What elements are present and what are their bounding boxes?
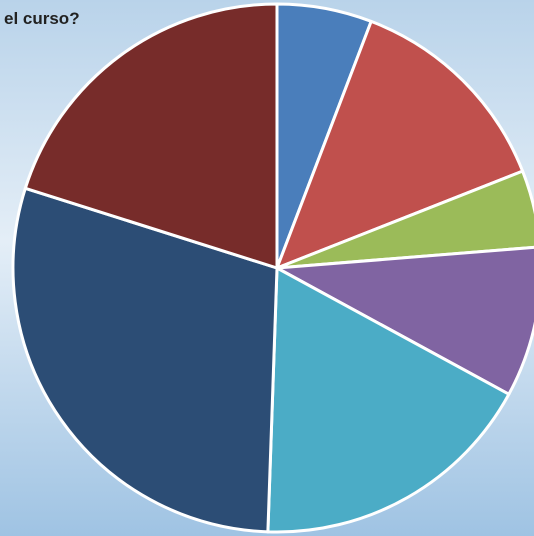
pie-slice xyxy=(275,169,534,270)
pie-slice xyxy=(275,245,534,396)
pie xyxy=(11,2,534,534)
pie-slice xyxy=(11,186,279,534)
pie-slice xyxy=(275,19,525,270)
chart-title: el curso? xyxy=(4,9,80,28)
pie-slice xyxy=(266,266,511,534)
pie-slice xyxy=(23,2,279,270)
